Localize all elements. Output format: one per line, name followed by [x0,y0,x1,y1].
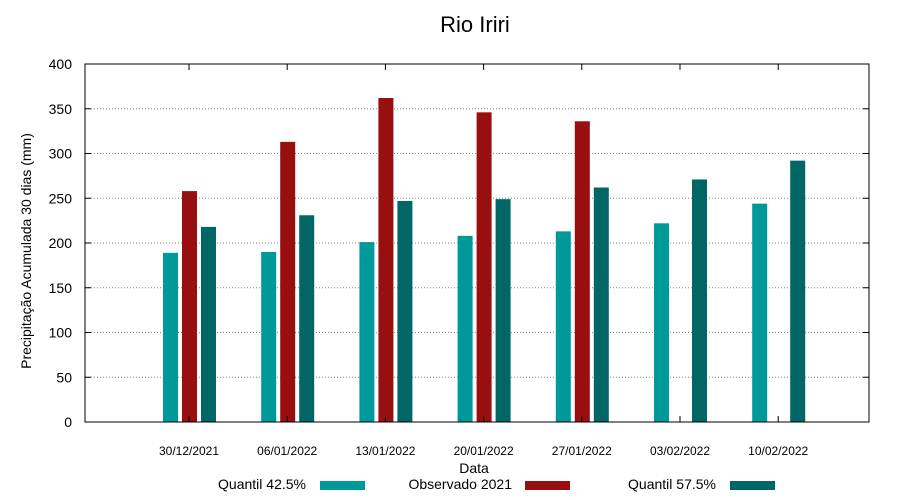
bar [692,179,707,422]
y-tick-label: 150 [49,280,73,296]
y-axis-ticks: 0 50 100 150 200 250 300 350 400 [49,56,869,430]
bar [359,242,375,422]
legend-label: Quantil 42.5% [218,476,306,492]
y-tick-label: 400 [49,56,73,72]
y-tick-label: 300 [49,146,73,162]
bar [201,226,216,422]
bar [574,121,590,422]
bar [397,200,413,422]
legend-swatch [730,481,775,490]
legend-label: Observado 2021 [408,476,512,492]
bars [163,98,806,423]
y-axis-label: Precipitação Acumulada 30 dias (mm) [18,133,34,369]
legend: Quantil 42.5% Observado 2021 Quantil 57.5% [218,476,775,492]
bar [495,199,511,422]
bar [299,215,315,422]
bar [457,235,473,422]
x-axis-ticks: 30/12/2021 06/01/2022 13/01/2022 20/01/2022… [159,64,809,458]
bar [163,252,178,422]
y-tick-label: 350 [49,101,73,117]
x-tick-label: 13/01/2022 [355,444,415,458]
x-tick-label: 20/01/2022 [454,444,514,458]
x-tick-label: 03/02/2022 [650,444,710,458]
bar [593,187,609,422]
bar [280,141,296,423]
x-tick-label: 06/01/2022 [257,444,317,458]
y-tick-label: 0 [64,414,72,430]
x-tick-label: 30/12/2021 [159,444,219,458]
y-tick-label: 250 [49,190,73,206]
y-tick-label: 200 [49,235,73,251]
x-axis-label: Data [459,460,489,476]
bar [476,112,492,422]
bar [790,160,806,422]
legend-label: Quantil 57.5% [628,476,716,492]
bar [261,251,277,422]
chart-title: Rio Iriri [440,12,510,37]
bar [378,98,394,422]
legend-swatch [320,481,365,490]
bar [654,223,669,422]
x-tick-label: 10/02/2022 [748,444,808,458]
bar [555,231,571,422]
x-tick-label: 27/01/2022 [552,444,612,458]
bar [752,203,768,422]
legend-swatch [525,481,570,490]
plot-frame [84,63,870,423]
bar [182,191,197,422]
y-tick-label: 50 [56,369,72,385]
y-tick-label: 100 [49,325,73,341]
